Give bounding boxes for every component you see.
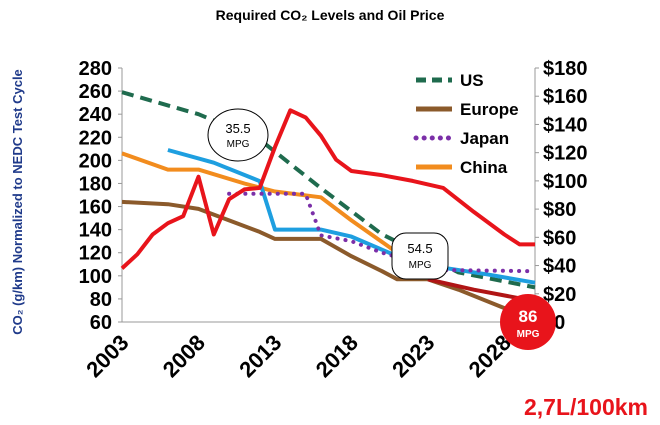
right-y-ticks: $180$160$140$120$100$80$60$40$20$0 (535, 58, 588, 334)
right-y-tick-label: $20 (543, 284, 576, 306)
x-tick-label: 2023 (387, 330, 439, 382)
right-y-tick-label: $100 (543, 171, 588, 193)
right-y-tick-label: $160 (543, 86, 588, 108)
left-y-tick-label: 240 (79, 104, 112, 126)
chart-title: Required CO₂ Levels and Oil Price (216, 7, 445, 23)
callout-35-5-unit: MPG (227, 139, 250, 150)
left-y-tick-label: 120 (79, 243, 112, 265)
right-y-tick-label: $120 (543, 143, 588, 165)
right-y-tick-label: $180 (543, 58, 588, 80)
left-y-tick-label: 280 (79, 58, 112, 80)
left-y-tick-label: 220 (79, 127, 112, 149)
axes (121, 68, 536, 323)
legend-label-japan: Japan (460, 129, 509, 148)
left-y-tick-label: 200 (79, 150, 112, 172)
legend-label-us: US (460, 71, 484, 90)
callout-54-5-unit: MPG (409, 260, 432, 271)
badge-86-unit: MPG (517, 329, 540, 340)
callout-54-5-value: 54.5 (407, 241, 432, 256)
left-y-tick-label: 140 (79, 220, 112, 242)
series-line-europe (121, 199, 536, 319)
right-y-tick-label: $80 (543, 199, 576, 221)
legend-label-china: China (460, 158, 508, 177)
callout-35-5-value: 35.5 (225, 121, 250, 136)
legend: US Europe Japan China (413, 71, 519, 177)
right-y-tick-label: $40 (543, 256, 576, 278)
x-tick-label: 2018 (311, 330, 363, 382)
left-y-tick-label: 100 (79, 266, 112, 288)
y-axis-label-left: CO₂ (g/km) Normalized to NEDC Test Cycle (10, 69, 25, 335)
callout-54-5-mpg: 54.5 MPG (391, 232, 449, 280)
left-y-tick-label: 160 (79, 197, 112, 219)
badge-86-value: 86 (519, 307, 538, 326)
series-line-series-6 (427, 277, 536, 304)
series-line-series-4 (167, 148, 536, 285)
series-layer (120, 90, 537, 319)
left-y-tick-label: 60 (90, 312, 112, 334)
right-y-tick-label: $140 (543, 114, 588, 136)
series-line-us (121, 90, 536, 290)
right-y-tick-label: $60 (543, 227, 576, 249)
legend-label-europe: Europe (460, 100, 519, 119)
series-line-japan (227, 191, 537, 274)
left-y-tick-label: 260 (79, 81, 112, 103)
x-ticks: 2003 2008 2013 2018 2023 2028 (81, 330, 516, 382)
left-y-tick-label: 80 (90, 289, 112, 311)
left-y-tick-label: 180 (79, 173, 112, 195)
x-tick-label: 2008 (158, 330, 210, 382)
series-line-series-5 (120, 108, 535, 270)
x-tick-label: 2003 (81, 330, 133, 382)
fuel-consumption-note: 2,7L/100km (524, 394, 648, 420)
callout-35-5-mpg: 35.5 MPG (207, 108, 269, 162)
x-tick-label: 2013 (234, 330, 286, 382)
badge-86-mpg: 86 MPG (500, 294, 556, 350)
